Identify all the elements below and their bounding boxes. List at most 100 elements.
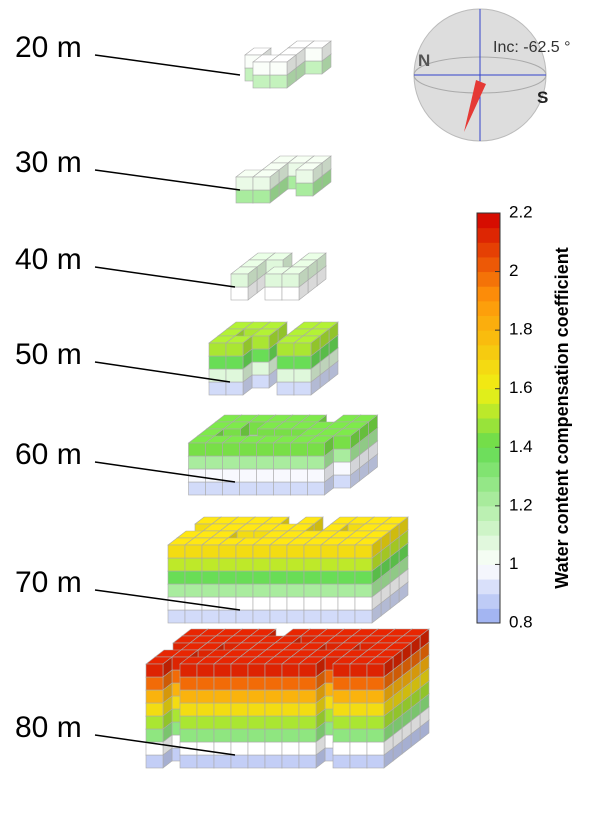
voxel-front <box>167 583 186 598</box>
depth-label: 70 m <box>15 566 82 599</box>
voxel-front <box>230 273 249 288</box>
voxel-front <box>225 355 244 370</box>
voxel-front <box>269 557 288 572</box>
colorbar-band <box>477 549 500 565</box>
voxel-front <box>201 557 220 572</box>
voxel-front <box>332 754 351 769</box>
colorbar-tick-label: 1.2 <box>509 495 533 514</box>
voxel-front <box>247 741 266 756</box>
voxel-front <box>264 286 283 301</box>
voxel-front <box>225 368 244 383</box>
voxel-front <box>366 754 385 769</box>
voxel-front <box>337 596 356 611</box>
depth-label: 80 m <box>15 711 82 744</box>
voxel-front <box>286 609 305 624</box>
voxel-front <box>366 689 385 704</box>
voxel-front <box>239 468 257 483</box>
voxel-front <box>349 754 368 769</box>
voxel-front <box>307 468 325 483</box>
voxel-front <box>252 596 271 611</box>
voxel-front <box>196 741 215 756</box>
colorbar-band <box>477 388 500 404</box>
voxel-front <box>145 702 164 717</box>
voxel-front <box>269 596 288 611</box>
voxel-front <box>179 728 198 743</box>
voxel-front <box>167 596 186 611</box>
leader-line <box>94 266 236 288</box>
voxel-front <box>290 442 308 457</box>
voxel-layers <box>145 40 430 769</box>
colorbar-band <box>477 579 500 595</box>
voxel-front <box>332 728 351 743</box>
voxel-front <box>281 286 300 301</box>
voxel-front <box>251 335 270 350</box>
voxel-front <box>235 609 254 624</box>
voxel-front <box>230 676 249 691</box>
voxel-front <box>213 689 232 704</box>
voxel-front <box>286 557 305 572</box>
voxel-front <box>298 676 317 691</box>
leader-line <box>94 589 241 611</box>
colorbar-band <box>477 520 500 536</box>
voxel-front <box>281 273 300 288</box>
voxel-front <box>201 596 220 611</box>
voxel-front <box>218 570 237 585</box>
voxel-front <box>145 676 164 691</box>
voxel-front <box>251 374 270 389</box>
voxel-front <box>208 355 227 370</box>
colorbar-band <box>477 227 500 243</box>
voxel-front <box>264 689 283 704</box>
colorbar-band <box>477 447 500 463</box>
voxel-front <box>332 676 351 691</box>
voxel-front <box>179 702 198 717</box>
voxel-front <box>303 596 322 611</box>
voxel-front <box>281 663 300 678</box>
voxel-front <box>251 361 270 376</box>
voxel-front <box>201 544 220 559</box>
voxel-front <box>298 754 317 769</box>
voxel-front <box>264 715 283 730</box>
voxel-front <box>247 689 266 704</box>
depth-label: 40 m <box>15 243 82 276</box>
voxel-front <box>230 728 249 743</box>
voxel-front <box>298 689 317 704</box>
voxel-front <box>286 544 305 559</box>
leader-line <box>94 361 231 383</box>
voxel-front <box>247 702 266 717</box>
voxel-front <box>213 728 232 743</box>
voxel-front <box>293 355 312 370</box>
voxel-front <box>188 442 206 457</box>
voxel-front <box>349 676 368 691</box>
voxel-front <box>201 570 220 585</box>
compass: N S Inc: -62.5 ° <box>413 8 571 142</box>
voxel-front <box>337 570 356 585</box>
voxel-front <box>354 570 373 585</box>
voxel-front <box>354 583 373 598</box>
voxel-front <box>239 442 257 457</box>
voxel-front <box>222 442 240 457</box>
leader-line <box>94 734 236 756</box>
voxel-front <box>218 583 237 598</box>
voxel-front <box>252 61 271 76</box>
voxel-front <box>281 702 300 717</box>
voxel-front <box>196 689 215 704</box>
voxel-front <box>239 481 257 496</box>
depth-label: 50 m <box>15 338 82 371</box>
colorbar: 0.8 1 1.2 1.4 1.6 1.8 2 2.2 <box>476 202 533 631</box>
voxel-front <box>179 663 198 678</box>
voxel-front <box>337 544 356 559</box>
voxel-front <box>196 728 215 743</box>
voxel-front <box>213 754 232 769</box>
depth-label: 30 m <box>15 146 82 179</box>
voxel-front <box>252 583 271 598</box>
voxel-front <box>251 348 270 363</box>
voxel-front <box>332 663 351 678</box>
voxel-front <box>320 609 339 624</box>
voxel-front <box>290 468 308 483</box>
voxel-front <box>333 461 351 476</box>
voxel-front <box>286 583 305 598</box>
voxel-front <box>196 715 215 730</box>
voxel-front <box>304 47 323 62</box>
voxel-front <box>269 544 288 559</box>
